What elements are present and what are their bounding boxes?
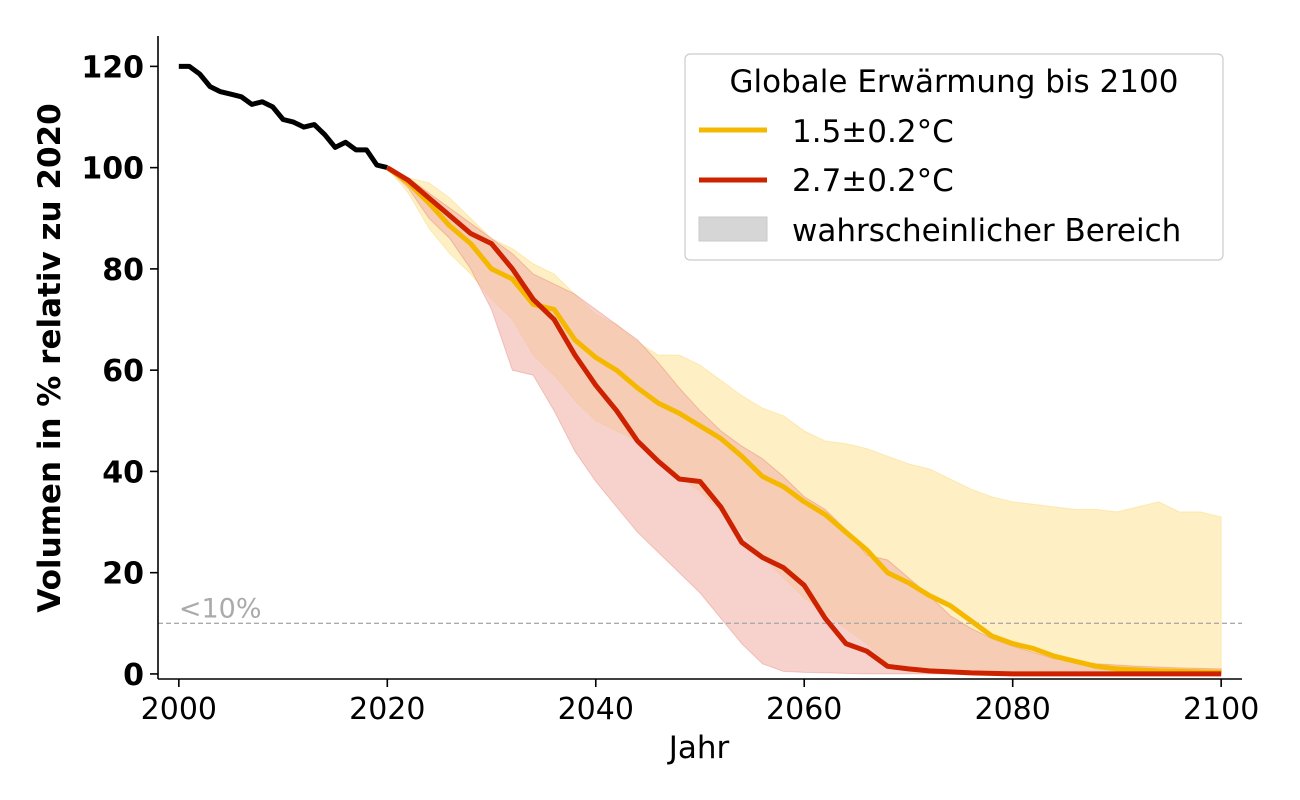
- x-tick-label: 2040: [558, 692, 634, 727]
- series-lines: [178, 63, 1222, 677]
- y-tick-label: 80: [102, 253, 144, 288]
- threshold-group: <10%: [158, 593, 1242, 624]
- legend-box: [684, 53, 1224, 261]
- y-ticks: 0 20 40 60 80 100 120: [81, 50, 158, 693]
- legend-label-2-7: 2.7±0.2°C: [792, 163, 954, 199]
- x-axis-label: Jahr: [667, 730, 730, 766]
- legend-label-likely-range: wahrscheinlicher Bereich: [792, 213, 1181, 249]
- y-tick-label: 100: [81, 152, 144, 187]
- series-line-2-7-0-2-C: [386, 165, 1222, 677]
- legend-swatch-likely-range: [698, 216, 768, 242]
- x-tick-label: 2020: [349, 692, 425, 727]
- y-tick-label: 60: [102, 354, 144, 389]
- legend: Globale Erwärmung bis 2100 1.5±0.2°C 2.7…: [684, 53, 1224, 261]
- historical-line: [178, 63, 388, 171]
- y-axis-label: Volumen in % relativ zu 2020: [32, 103, 68, 612]
- x-tick-label: 2080: [975, 692, 1051, 727]
- y-tick-label: 20: [102, 557, 144, 592]
- legend-label-1-5: 1.5±0.2°C: [792, 114, 954, 150]
- series-line-1-5-0-2-C: [385, 165, 1222, 675]
- x-tick-label: 2100: [1183, 692, 1259, 727]
- x-ticks: 2000 2020 2040 2060 2080 2100: [141, 679, 1259, 727]
- x-tick-label: 2000: [141, 692, 217, 727]
- legend-title: Globale Erwärmung bis 2100: [730, 64, 1179, 100]
- threshold-label: <10%: [179, 593, 262, 624]
- y-tick-label: 40: [102, 455, 144, 490]
- y-tick-label: 0: [123, 658, 144, 693]
- x-tick-label: 2060: [766, 692, 842, 727]
- y-tick-label: 120: [81, 50, 144, 85]
